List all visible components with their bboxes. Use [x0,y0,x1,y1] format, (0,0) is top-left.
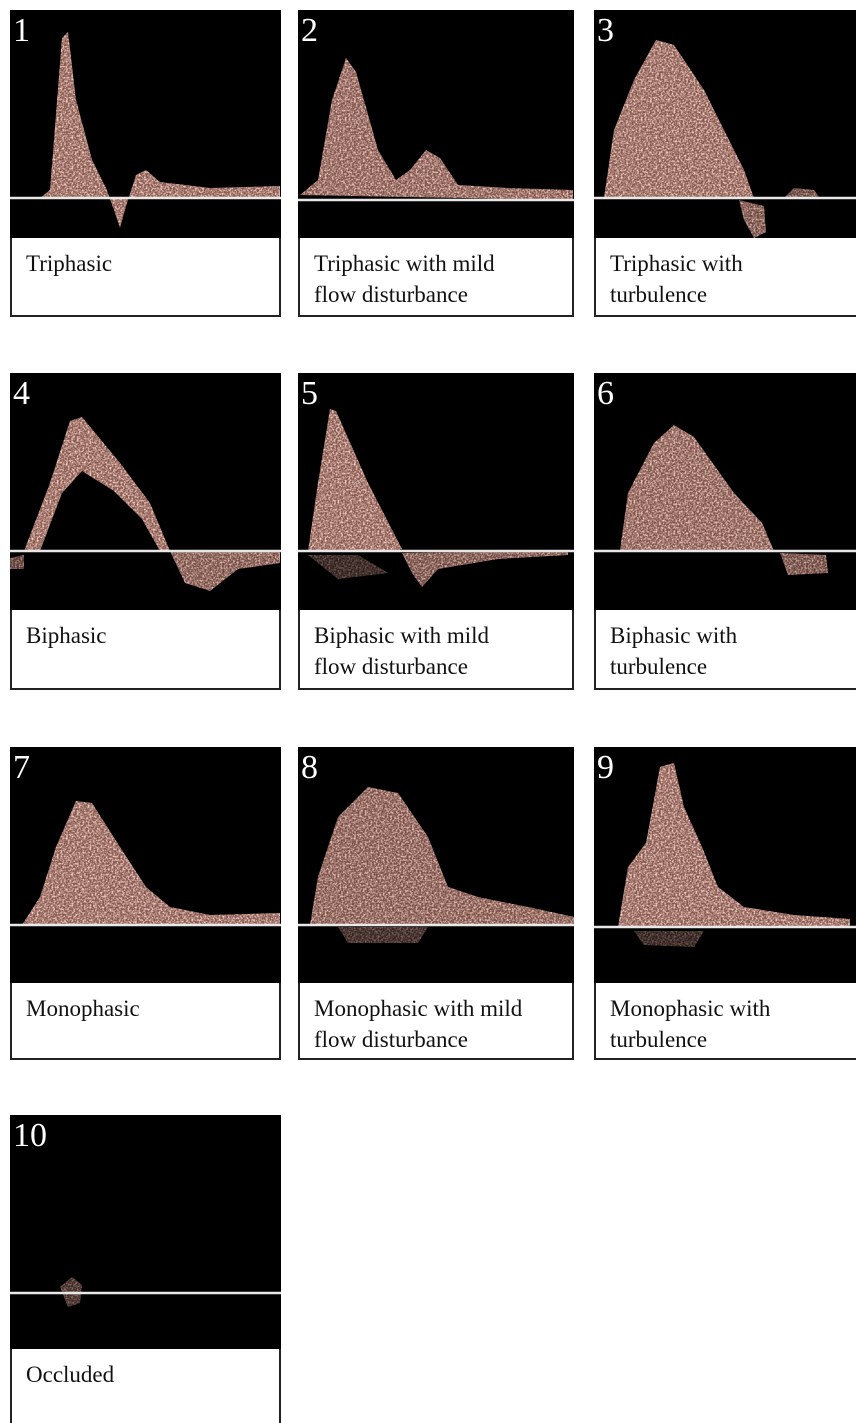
panel-caption-4: Biphasic [10,610,281,690]
panel-number-3: 3 [597,12,614,49]
doppler-waveform-7: 7 [10,747,281,983]
panel-5: 5 Biphasic with mild flow disturbance [298,373,574,690]
waveform-signal-4-2 [170,551,280,591]
panel-6: 6 Biphasic with turbulence [594,373,856,690]
waveform-svg-10 [10,1277,281,1307]
panel-number-6: 6 [597,375,614,412]
doppler-waveform-3: 3 [594,10,856,238]
waveform-signal-2-1 [300,58,573,200]
waveform-signal-8-1 [310,787,574,925]
waveform-svg-4 [10,417,281,591]
panel-8: 8 Monophasic with mild flow disturbance [298,747,574,1060]
waveform-svg-9 [594,763,856,947]
doppler-waveform-8: 8 [298,747,574,983]
waveform-svg-6 [594,425,856,575]
panel-caption-10: Occluded [10,1349,281,1423]
waveform-signal-5-3 [308,555,388,579]
panel-caption-1: Triphasic [10,238,281,317]
doppler-waveform-1: 1 [10,10,281,238]
waveform-signal-4-3 [10,555,24,569]
panel-9: 9 Monophasic with turbulence [594,747,856,1060]
panel-number-7: 7 [13,749,30,786]
waveform-signal-8-2 [338,927,428,943]
panel-7: 7 Monophasic [10,747,281,1060]
panel-caption-8: Monophasic with mild flow disturbance [298,983,574,1060]
panel-caption-3: Triphasic with turbulence [594,238,856,317]
waveform-svg-5 [298,409,574,587]
panel-10: 10 Occluded [10,1115,281,1423]
waveform-svg-3 [594,40,856,238]
panel-caption-9: Monophasic with turbulence [594,983,856,1060]
doppler-waveform-2: 2 [298,10,574,238]
waveform-svg-8 [298,787,574,943]
waveform-signal-6-2 [780,553,828,575]
panel-1: 1 Triphasic [10,10,281,317]
doppler-waveform-9: 9 [594,747,856,983]
doppler-waveform-10: 10 [10,1115,281,1349]
waveform-signal-5-2 [402,551,568,587]
waveform-svg-2 [298,58,574,202]
waveform-signal-3-2 [739,200,766,238]
panel-number-10: 10 [13,1117,47,1154]
waveform-svg-1 [10,32,281,228]
panel-caption-6: Biphasic with turbulence [594,610,856,690]
panel-3: 3 Triphasic with turbulence [594,10,856,317]
panel-caption-2: Triphasic with mild flow disturbance [298,238,574,317]
panel-number-5: 5 [301,375,318,412]
panel-number-1: 1 [13,12,30,49]
waveform-signal-4-1 [24,417,170,551]
panel-4: 4 Biphasic [10,373,281,690]
waveform-signal-7-1 [22,801,280,925]
panel-number-4: 4 [13,375,30,412]
panel-2: 2 Triphasic with mild flow disturbance [298,10,574,317]
panel-caption-5: Biphasic with mild flow disturbance [298,610,574,690]
waveform-signal-9-1 [618,763,850,927]
waveform-signal-5-1 [308,409,402,551]
panel-number-2: 2 [301,12,318,49]
waveform-signal-3-3 [784,188,820,198]
doppler-waveform-5: 5 [298,373,574,610]
waveform-signal-9-2 [634,931,704,947]
doppler-waveform-6: 6 [594,373,856,610]
waveform-svg-7 [10,801,281,927]
doppler-waveform-4: 4 [10,373,281,610]
panel-caption-7: Monophasic [10,983,281,1060]
waveform-signal-1-1 [40,32,280,228]
waveform-signal-6-1 [620,425,774,551]
panel-number-9: 9 [597,749,614,786]
panel-number-8: 8 [301,749,318,786]
waveform-signal-3-1 [604,40,754,198]
